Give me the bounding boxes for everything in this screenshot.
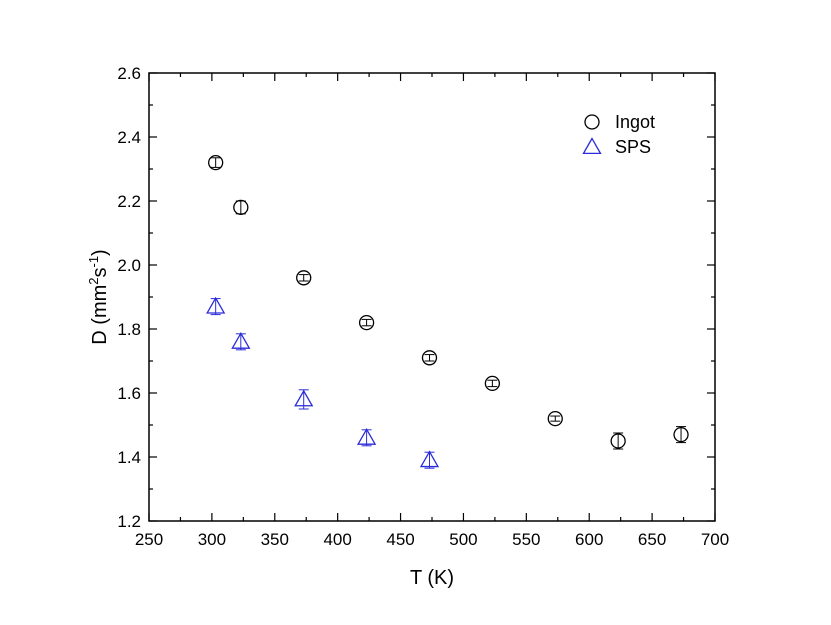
y-tick-label: 2.6 — [117, 64, 141, 83]
y-axis-title: D (mm2s-1) — [86, 249, 111, 344]
data-point — [358, 314, 375, 331]
data-point — [484, 375, 501, 392]
y-tick-label: 1.2 — [117, 512, 141, 531]
data-point — [206, 296, 226, 314]
y-tick-label: 2.4 — [117, 128, 141, 147]
axes-layer: 250 300 350 400 450 500 550 600 650 700 1.2 1.4 1.6 1… — [117, 64, 729, 549]
series-layer — [206, 154, 689, 469]
x-tick-label: 450 — [386, 530, 414, 549]
x-tick-label: 550 — [512, 530, 540, 549]
x-tick-label: 250 — [135, 530, 163, 549]
data-point — [610, 433, 626, 449]
x-tick-label: 500 — [449, 530, 477, 549]
series-sps — [206, 296, 440, 469]
y-axis-title-mid: s — [89, 268, 111, 278]
x-axis-title: T (K) — [410, 567, 454, 589]
legend-label: SPS — [615, 137, 651, 157]
data-point — [296, 270, 312, 286]
legend-label: Ingot — [615, 112, 655, 132]
data-point — [421, 350, 438, 366]
data-point — [231, 331, 251, 349]
y-axis-title-sup1: 2 — [86, 278, 101, 285]
data-point — [673, 426, 689, 443]
legend-marker — [582, 137, 602, 155]
x-tick-label: 300 — [198, 530, 226, 549]
y-axis-title-end: ) — [89, 249, 111, 256]
data-point — [208, 154, 224, 171]
y-tick-label: 2.0 — [117, 256, 141, 275]
x-tick-label: 650 — [638, 530, 666, 549]
x-tick-label: 700 — [701, 530, 729, 549]
series-ingot — [208, 154, 689, 450]
data-point — [547, 410, 563, 427]
data-point — [233, 199, 249, 216]
x-tick-label: 350 — [261, 530, 289, 549]
y-tick-label: 1.4 — [117, 448, 141, 467]
y-axis-title-main: D (mm — [89, 285, 111, 345]
x-tick-label: 400 — [323, 530, 351, 549]
x-tick-label: 600 — [575, 530, 603, 549]
y-tick-label: 1.8 — [117, 320, 141, 339]
data-point — [356, 427, 377, 445]
data-point — [419, 450, 440, 468]
data-point — [294, 389, 314, 407]
y-tick-label: 1.6 — [117, 384, 141, 403]
y-axis-title-sup2: -1 — [86, 256, 101, 268]
legend: Ingot SPS — [582, 112, 655, 157]
y-tick-label: 2.2 — [117, 192, 141, 211]
legend-marker — [584, 114, 600, 130]
